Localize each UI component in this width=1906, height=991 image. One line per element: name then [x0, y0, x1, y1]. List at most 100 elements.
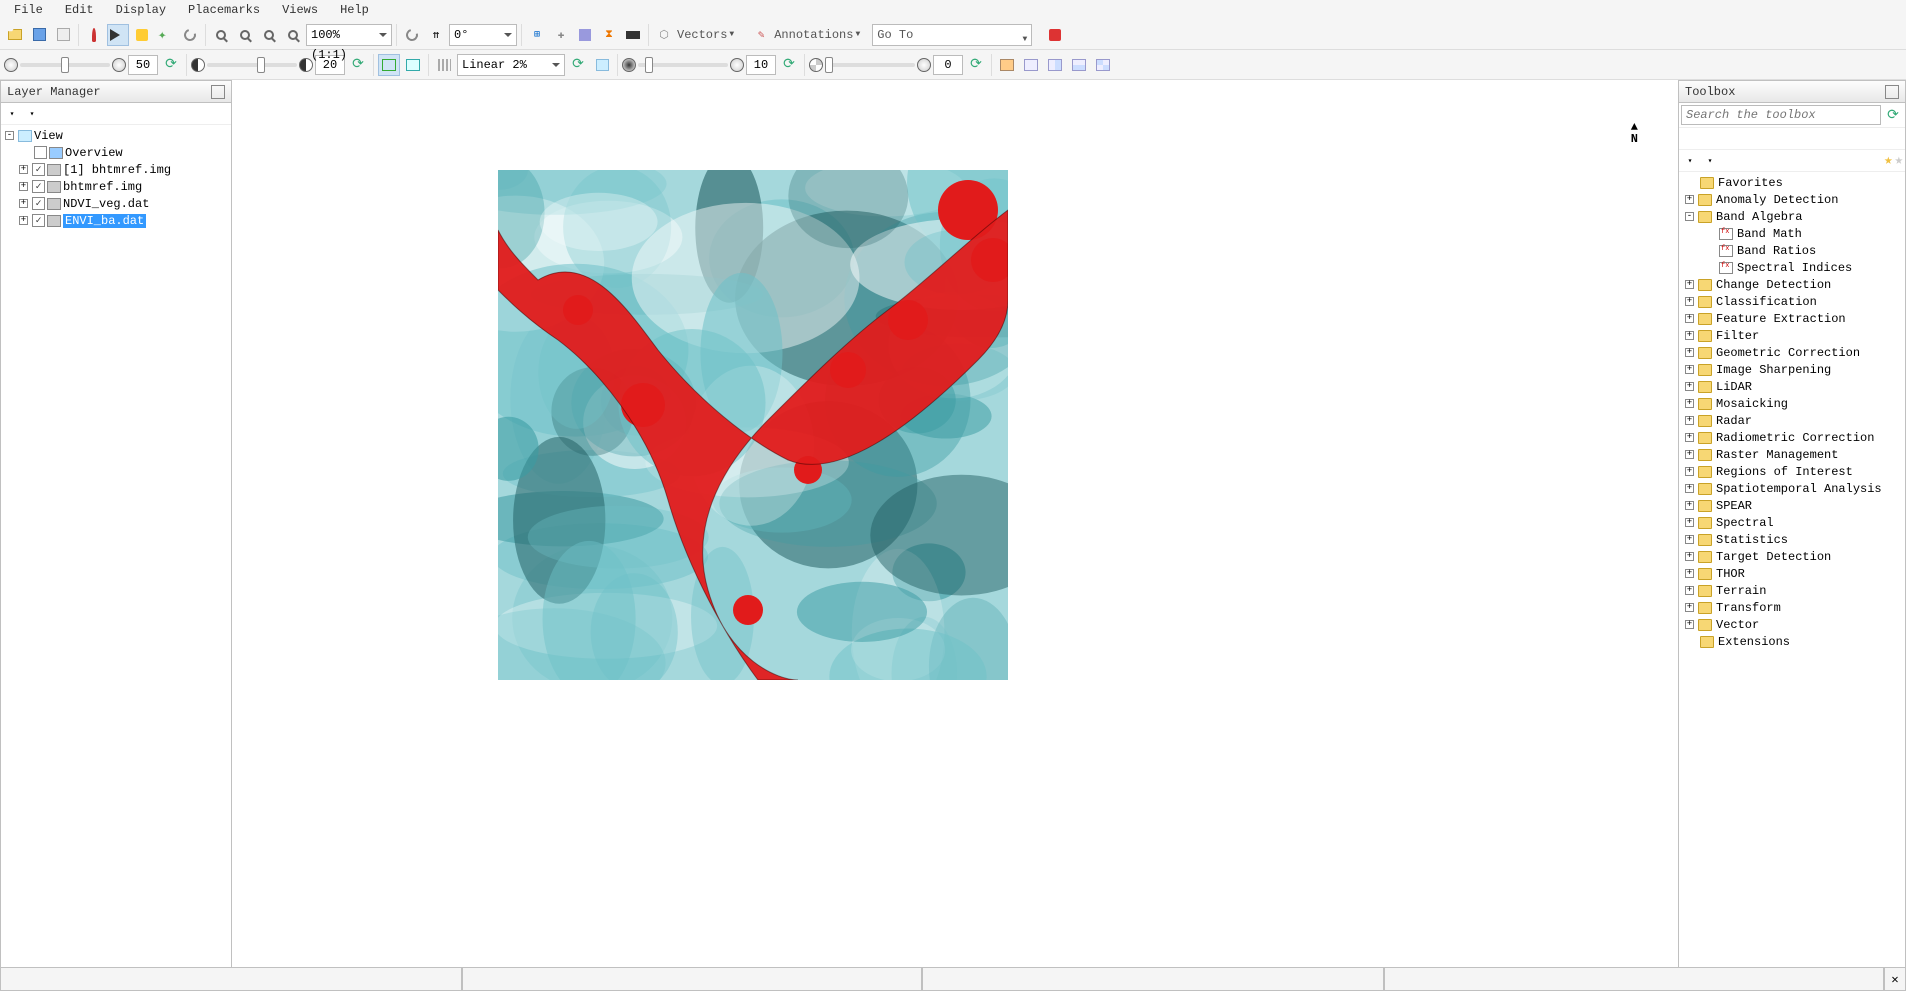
- menu-help[interactable]: Help: [330, 1, 379, 19]
- layer-item[interactable]: +NDVI_veg.dat: [5, 195, 227, 212]
- panel-pin-icon[interactable]: [211, 85, 225, 99]
- zoom-combo[interactable]: 100% (1:1): [306, 24, 392, 46]
- expander-icon[interactable]: +: [1685, 552, 1694, 561]
- layer-checkbox[interactable]: [32, 180, 45, 193]
- toolbox-folder[interactable]: +SPEAR: [1681, 497, 1903, 514]
- expander-icon[interactable]: +: [1685, 467, 1694, 476]
- menu-edit[interactable]: Edit: [55, 1, 104, 19]
- contrast-reset-button[interactable]: ⟳: [347, 54, 369, 76]
- expander-icon[interactable]: +: [1685, 331, 1694, 340]
- zoom-in-button[interactable]: [234, 24, 256, 46]
- zoom-out-button[interactable]: [258, 24, 280, 46]
- profile-button[interactable]: ⧗: [598, 24, 620, 46]
- chip-button[interactable]: [574, 24, 596, 46]
- expander-icon[interactable]: +: [1685, 314, 1694, 323]
- north-up-button[interactable]: ⇈: [425, 24, 447, 46]
- toolbox-collapse-button[interactable]: ▾: [1681, 152, 1699, 170]
- favorite-add-icon[interactable]: ★: [1895, 152, 1903, 169]
- toolbox-folder[interactable]: +Spatiotemporal Analysis: [1681, 480, 1903, 497]
- toolbox-folder[interactable]: +Statistics: [1681, 531, 1903, 548]
- brightness-value[interactable]: 50: [128, 55, 158, 75]
- toolbox-folder[interactable]: +Spectral: [1681, 514, 1903, 531]
- expander-icon[interactable]: +: [19, 199, 28, 208]
- search-refresh-button[interactable]: ⟳: [1883, 105, 1903, 125]
- expander-icon[interactable]: -: [1685, 212, 1694, 221]
- toolbox-folder[interactable]: +THOR: [1681, 565, 1903, 582]
- expander-icon[interactable]: +: [1685, 586, 1694, 595]
- expander-icon[interactable]: +: [1685, 365, 1694, 374]
- goto-combo[interactable]: Go To▼: [872, 24, 1032, 46]
- transparency-reset-button[interactable]: ⟳: [965, 54, 987, 76]
- expander-icon[interactable]: +: [1685, 620, 1694, 629]
- sharpen-slider[interactable]: [638, 63, 728, 67]
- vectors-label[interactable]: Vectors: [677, 28, 727, 42]
- rotate-button[interactable]: [179, 24, 201, 46]
- pan-button[interactable]: [131, 24, 153, 46]
- histogram-button[interactable]: [433, 54, 455, 76]
- toolbox-tool[interactable]: Spectral Indices: [1681, 259, 1903, 276]
- toolbox-folder[interactable]: +Radiometric Correction: [1681, 429, 1903, 446]
- layer-item[interactable]: +bhtmref.img: [5, 178, 227, 195]
- stretch-refresh-button[interactable]: ⟳: [567, 54, 589, 76]
- layer-checkbox[interactable]: [32, 163, 45, 176]
- layer-item[interactable]: +ENVI_ba.dat: [5, 212, 227, 229]
- rotate-combo[interactable]: 0°: [449, 24, 517, 46]
- transparency-slider[interactable]: [825, 63, 915, 67]
- contrast-slider[interactable]: [207, 63, 297, 67]
- toolbox-folder[interactable]: +Radar: [1681, 412, 1903, 429]
- view-4-button[interactable]: [1068, 54, 1090, 76]
- expander-icon[interactable]: +: [1685, 518, 1694, 527]
- zoom-button[interactable]: [210, 24, 232, 46]
- expander-icon[interactable]: +: [1685, 603, 1694, 612]
- menu-views[interactable]: Views: [272, 1, 328, 19]
- toolbox-folder[interactable]: +Regions of Interest: [1681, 463, 1903, 480]
- layer-item[interactable]: +[1] bhtmref.img: [5, 161, 227, 178]
- toolbox-folder[interactable]: +Raster Management: [1681, 446, 1903, 463]
- menu-file[interactable]: File: [4, 1, 53, 19]
- expander-icon[interactable]: +: [1685, 399, 1694, 408]
- favorite-icon[interactable]: ★: [1884, 152, 1892, 169]
- toolbox-tool[interactable]: Band Ratios: [1681, 242, 1903, 259]
- toolbox-folder[interactable]: +Mosaicking: [1681, 395, 1903, 412]
- view-1-button[interactable]: [1020, 54, 1042, 76]
- expander-icon[interactable]: +: [1685, 195, 1694, 204]
- toolbox-expand-button[interactable]: ▾: [1701, 152, 1719, 170]
- crosshairs-button[interactable]: ✚: [550, 24, 572, 46]
- toolbox-folder[interactable]: +Anomaly Detection: [1681, 191, 1903, 208]
- expander-icon[interactable]: +: [1685, 280, 1694, 289]
- expander-icon[interactable]: +: [1685, 382, 1694, 391]
- expander-icon[interactable]: +: [1685, 569, 1694, 578]
- open-button[interactable]: [4, 24, 26, 46]
- layer-checkbox[interactable]: [32, 214, 45, 227]
- fly-button[interactable]: ✦: [155, 24, 177, 46]
- view-grid-button[interactable]: [1092, 54, 1114, 76]
- expander-icon[interactable]: -: [5, 131, 14, 140]
- zoom-extent-button[interactable]: [282, 24, 304, 46]
- expander-icon[interactable]: +: [1685, 450, 1694, 459]
- stretch-custom-button[interactable]: [591, 54, 613, 76]
- transparency-value[interactable]: 0: [933, 55, 963, 75]
- expander-icon[interactable]: +: [1685, 297, 1694, 306]
- toolbox-search-input[interactable]: [1681, 105, 1881, 125]
- toolbox-tool[interactable]: Band Math: [1681, 225, 1903, 242]
- stop-button[interactable]: [1044, 24, 1066, 46]
- portal-button[interactable]: [996, 54, 1018, 76]
- stretch-extent-button[interactable]: [378, 54, 400, 76]
- brightness-reset-button[interactable]: ⟳: [160, 54, 182, 76]
- rotate-tool-button[interactable]: [401, 24, 423, 46]
- expander-icon[interactable]: +: [1685, 416, 1694, 425]
- panel-pin-icon[interactable]: [1885, 85, 1899, 99]
- expander-icon[interactable]: +: [1685, 484, 1694, 493]
- tree-root-view[interactable]: - View: [5, 127, 227, 144]
- measurement-button[interactable]: [622, 24, 644, 46]
- toolbox-folder[interactable]: +Feature Extraction: [1681, 310, 1903, 327]
- vectors-button[interactable]: ⬡: [653, 24, 675, 46]
- layer-item[interactable]: Overview: [5, 144, 227, 161]
- expander-icon[interactable]: +: [19, 216, 28, 225]
- toolbox-folder[interactable]: Favorites: [1681, 174, 1903, 191]
- select-button[interactable]: [107, 24, 129, 46]
- layer-checkbox[interactable]: [34, 146, 47, 159]
- stretch-combo[interactable]: Linear 2%: [457, 54, 565, 76]
- data-manager-button[interactable]: [28, 24, 50, 46]
- toolbox-folder[interactable]: +Terrain: [1681, 582, 1903, 599]
